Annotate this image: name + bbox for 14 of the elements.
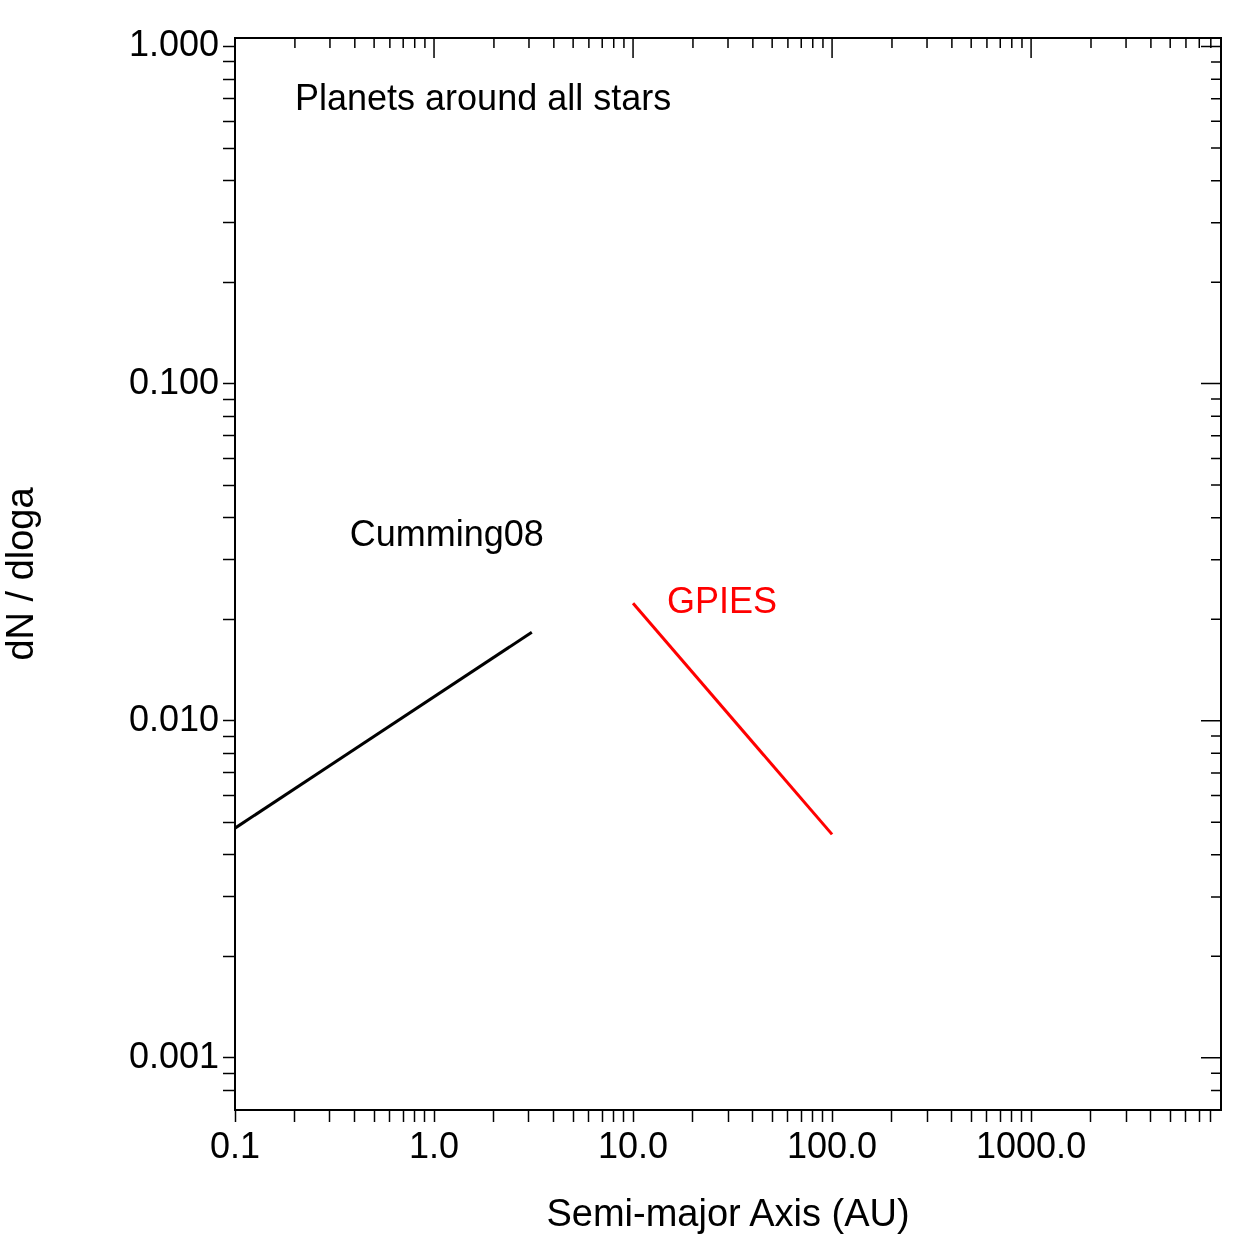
- x-tick-label: 1000.0: [976, 1124, 1087, 1166]
- y-tick-label: 0.100: [128, 360, 219, 402]
- series-label: GPIES: [667, 580, 778, 622]
- y-tick-label: 0.010: [128, 697, 219, 739]
- y-tick-label: 0.001: [128, 1034, 219, 1076]
- x-tick-label: 0.1: [209, 1124, 261, 1166]
- text: Cumming08: [349, 513, 544, 555]
- x-tick-label: 100.0: [787, 1124, 878, 1166]
- x-tick-label: 1.0: [409, 1124, 460, 1166]
- y-axis-title: dN / dloga: [0, 486, 42, 661]
- y-tick-label: 1.000: [128, 23, 219, 65]
- x-axis-title: Semi-major Axis (AU): [546, 1191, 910, 1234]
- x-tick-label: 10.0: [598, 1124, 669, 1166]
- annotation: Planets around all stars: [295, 76, 672, 118]
